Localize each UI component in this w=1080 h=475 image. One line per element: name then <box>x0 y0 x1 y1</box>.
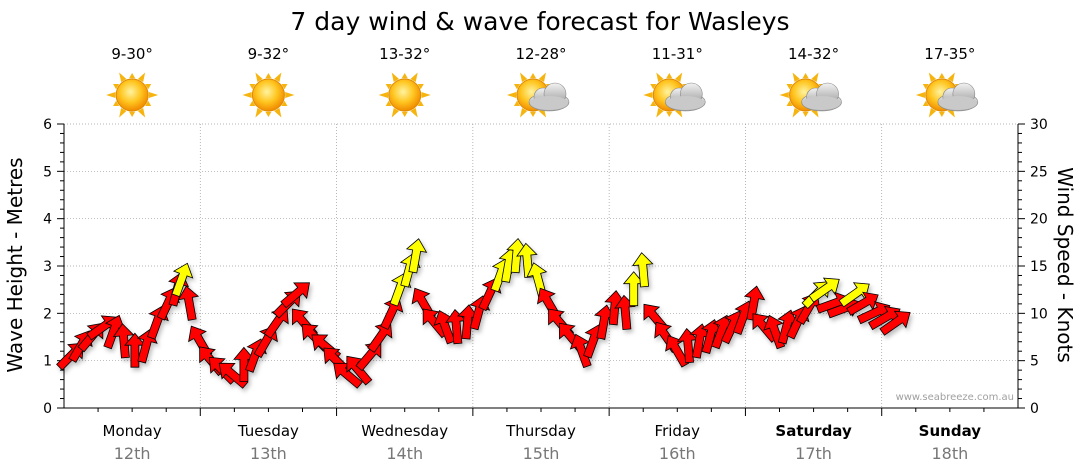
wind-arrow-light <box>808 277 840 303</box>
left-tick-label: 5 <box>43 164 52 180</box>
wind-arrow-strong <box>879 310 911 336</box>
chart-grid <box>64 123 1018 409</box>
sun-icon <box>242 72 295 118</box>
day-date-label: 16th <box>659 444 696 463</box>
wind-arrow-strong <box>218 362 249 389</box>
wind-arrow-strong <box>665 335 690 368</box>
left-tick-label: 4 <box>43 212 52 228</box>
left-axis-label: Wave Height - Metres <box>3 157 27 372</box>
right-tick-label: 20 <box>1030 212 1048 228</box>
temperature-label: 13-32° <box>379 45 430 63</box>
day-name-label: Wednesday <box>361 422 448 440</box>
partly-cloudy-icon <box>507 72 570 118</box>
partly-cloudy-icon <box>779 72 842 118</box>
temperature-label: 17-35° <box>924 45 975 63</box>
day-date-label: 12th <box>114 444 151 463</box>
wind-arrow-strong <box>643 303 670 334</box>
day-labels: Monday 12th Tuesday 13th Wednesday 14th Thursd… <box>97 408 985 463</box>
day-date-label: 17th <box>795 444 832 463</box>
wind-arrow-strong <box>112 323 135 359</box>
left-tick-label: 3 <box>43 259 52 275</box>
wind-arrow-strong <box>743 285 766 321</box>
chart-title: 7 day wind & wave forecast for Wasleys <box>290 7 789 36</box>
temperature-label: 12-28° <box>515 45 566 63</box>
partly-cloudy-icon <box>915 72 979 118</box>
wind-arrow-light <box>405 238 428 274</box>
left-tick-label: 6 <box>43 117 52 133</box>
day-name-label: Monday <box>103 422 162 440</box>
partly-cloudy-icon <box>643 72 706 118</box>
right-tick-label: 25 <box>1030 164 1048 180</box>
day-name-label: Thursday <box>505 422 576 440</box>
weather-row: 9-30° 9-32° 13-32° 12-28° 11-31° 14-32° 17-35° <box>106 45 979 118</box>
day-name-label: Sunday <box>919 422 982 440</box>
temperature-label: 9-32° <box>248 45 290 63</box>
right-tick-label: 30 <box>1030 117 1048 133</box>
wind-arrow-strong <box>177 285 200 321</box>
wind-arrow-light <box>171 262 194 298</box>
left-tick-label: 1 <box>43 354 52 370</box>
day-date-label: 13th <box>250 444 287 463</box>
left-tick-label: 2 <box>43 306 52 322</box>
wind-arrow-strong <box>367 321 393 353</box>
temperature-label: 14-32° <box>788 45 839 63</box>
day-name-label: Saturday <box>775 422 852 440</box>
day-name-label: Tuesday <box>237 422 299 440</box>
sun-icon <box>106 72 159 118</box>
right-axis-label: Wind Speed - Knots <box>1053 167 1077 363</box>
right-tick-label: 10 <box>1030 306 1048 322</box>
temperature-label: 11-31° <box>652 45 703 63</box>
right-tick-label: 0 <box>1030 401 1039 417</box>
temperature-label: 9-30° <box>111 45 153 63</box>
right-tick-label: 15 <box>1030 259 1048 275</box>
day-name-label: Friday <box>655 422 701 440</box>
wind-arrow-strong <box>846 291 879 316</box>
right-tick-label: 5 <box>1030 354 1039 370</box>
day-date-label: 14th <box>386 444 423 463</box>
wind-arrow-strong <box>280 282 310 309</box>
wind-arrow-light <box>631 252 654 288</box>
credit-text: www.seabreeze.com.au <box>896 392 1014 403</box>
wind-arrows <box>56 237 911 389</box>
day-date-label: 18th <box>931 444 968 463</box>
right-axis: 0 5 10 15 20 25 30 <box>1017 117 1048 417</box>
left-axis: 0 1 2 3 4 5 6 <box>43 117 65 417</box>
sun-icon <box>378 72 431 118</box>
wind-arrow-strong <box>263 307 289 339</box>
left-tick-label: 0 <box>43 401 52 417</box>
day-date-label: 15th <box>523 444 560 463</box>
